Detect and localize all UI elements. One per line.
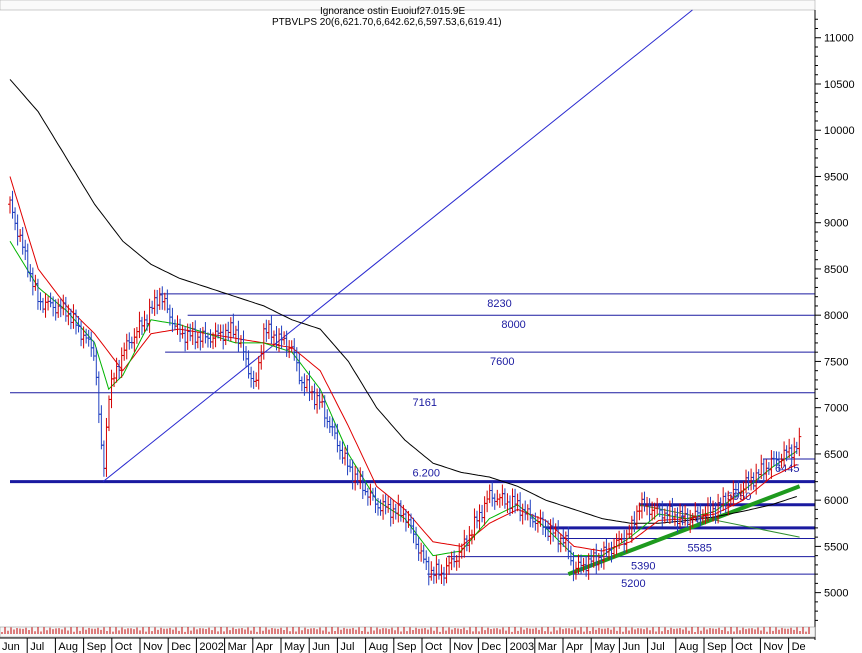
trendlines <box>102 9 801 577</box>
top-indicator-strip <box>0 0 816 11</box>
x-tick-label-21: May <box>594 641 615 653</box>
x-tick-label-0: Jun <box>2 641 20 653</box>
price-bar-311 <box>797 427 802 457</box>
y-tick-label-7000: 7000 <box>824 403 848 415</box>
y-tick-label-9500: 9500 <box>824 171 848 183</box>
x-tick-label-26: Oct <box>735 641 752 653</box>
x-axis: Jun Jul Aug Sep Oct Nov Dec 2002 Mar Apr May Jun Jul… <box>0 637 815 653</box>
level-label-3: 7161 <box>413 397 437 409</box>
y-tick-label-8000: 8000 <box>824 310 848 322</box>
y-tick-label-9000: 9000 <box>824 218 848 230</box>
x-tick-label-10: May <box>284 641 305 653</box>
level-label-4: 6.200 <box>413 468 441 480</box>
level-label-9: 5200 <box>621 578 645 590</box>
trendline-olive-fan <box>638 504 800 538</box>
x-tick-label-20: Apr <box>566 641 583 653</box>
ma-slow-line <box>9 79 797 524</box>
x-tick-label-13: Aug <box>369 641 389 653</box>
y-tick-label-5500: 5500 <box>824 541 848 553</box>
y-tick-label-7500: 7500 <box>824 356 848 368</box>
x-tick-label-8: Mar <box>228 641 247 653</box>
x-tick-label-4: Oct <box>115 641 132 653</box>
y-tick-label-6500: 6500 <box>824 449 848 461</box>
horizontal-levels: 82308000760071616.20059505.7005585539052… <box>10 293 815 590</box>
x-tick-label-15: Oct <box>425 641 442 653</box>
x-tick-label-7: 2002 <box>199 641 223 653</box>
level-label-8: 5390 <box>631 561 655 573</box>
level-label-0: 8230 <box>487 298 511 310</box>
trendline-green-support <box>567 484 801 577</box>
y-tick-label-10500: 10500 <box>824 79 855 91</box>
x-tick-label-24: Aug <box>679 641 699 653</box>
x-tick-label-2: Aug <box>58 641 78 653</box>
y-tick-label-6000: 6000 <box>824 495 848 507</box>
y-tick-label-10000: 10000 <box>824 125 855 137</box>
chart-header-line2: PTBVLPS 20(6,621.70,6,642.62,6,597.53,6,… <box>272 17 502 28</box>
x-tick-label-1: Jul <box>30 641 44 653</box>
x-tick-label-9: Apr <box>256 641 273 653</box>
volume-strip <box>0 626 816 638</box>
level-label-2: 7600 <box>490 356 514 368</box>
x-tick-label-22: Jun <box>622 641 640 653</box>
trendline-blue-rising <box>102 9 693 483</box>
x-tick-label-19: Mar <box>538 641 557 653</box>
x-tick-label-14: Sep <box>397 641 417 653</box>
x-tick-label-17: Dec <box>481 641 501 653</box>
x-tick-label-3: Sep <box>87 641 107 653</box>
x-tick-label-6: Dec <box>171 641 191 653</box>
x-tick-label-12: Jul <box>340 641 354 653</box>
level-label-7: 5585 <box>687 543 711 555</box>
chart-header-line1: Ignorance ostin Euoiuf27.015.9E <box>320 6 465 17</box>
y-axis: 5000 5500 6000 6500 7000 7500 8000 8500 9000 9500… <box>814 10 855 640</box>
x-tick-label-28: De <box>792 641 806 653</box>
x-tick-label-18: 2003 <box>510 641 534 653</box>
x-tick-label-23: Jul <box>651 641 665 653</box>
x-tick-label-25: Sep <box>707 641 727 653</box>
x-tick-label-27: Nov <box>763 641 783 653</box>
y-tick-label-8500: 8500 <box>824 264 848 276</box>
x-tick-label-16: Nov <box>453 641 473 653</box>
level-label-1: 8000 <box>501 319 525 331</box>
y-tick-label-11000: 11000 <box>824 33 854 45</box>
x-tick-label-5: Nov <box>143 641 163 653</box>
y-tick-label-5000: 5000 <box>824 588 848 600</box>
x-tick-label-11: Jun <box>312 641 330 653</box>
price-bars <box>8 190 802 586</box>
